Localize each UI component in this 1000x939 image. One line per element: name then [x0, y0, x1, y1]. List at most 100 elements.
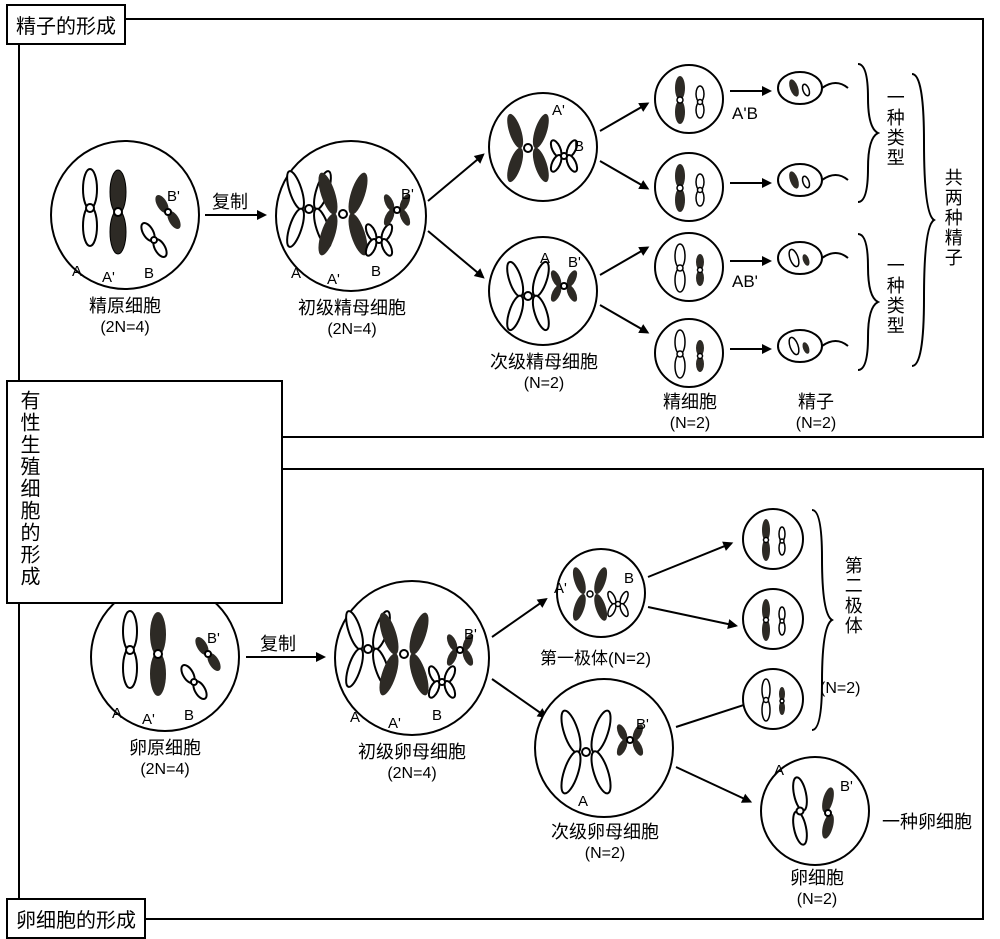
type-label-1: 一种类型 [884, 88, 904, 168]
allele-label: B' [636, 716, 649, 733]
spermatid [654, 64, 724, 134]
allele-label: B [574, 138, 584, 155]
allele-label: B' [167, 188, 180, 205]
diagram-root: 精子的形成 有性生殖细胞的形成 卵细胞的形成 [0, 0, 1000, 937]
title-egg-text: 卵细胞的形成 [16, 910, 136, 932]
secondary-oocyte-label: 次级卵母细胞 (N=2) [530, 822, 680, 863]
total-label: 共两种精子 [942, 168, 962, 268]
allele-label: A' [552, 102, 565, 119]
egg-type-label: 一种卵细胞 [882, 808, 972, 834]
brace-icon [910, 72, 936, 368]
spermatogonium: A A' B B' [50, 140, 200, 290]
allele-label: A [112, 705, 122, 722]
polar-body [742, 508, 804, 570]
secondary-spermatocyte-1: A' B [488, 92, 598, 202]
allele-label: A' [388, 715, 401, 732]
label-text: 初级精母细胞 [272, 298, 432, 320]
title-side: 有性生殖细胞的形成 [6, 380, 283, 604]
spermatid [654, 152, 724, 222]
allele-label: A' [554, 580, 567, 597]
secondary-spermatocyte-2: A B' [488, 236, 598, 346]
polar-body [742, 588, 804, 650]
label-n: (N=2) [474, 374, 614, 393]
primary-oocyte-label: 初级卵母细胞 (2N=4) [332, 742, 492, 783]
primary-oocyte: A A' B B' [334, 580, 490, 736]
label-n: (N=2) [640, 414, 740, 433]
label-n: (2N=4) [332, 764, 492, 783]
oogonium-label: 卵原细胞 (2N=4) [90, 738, 240, 779]
label-n: (2N=4) [90, 760, 240, 779]
oogonium: A A' B B' [90, 582, 240, 732]
label-n: (2N=4) [50, 318, 200, 337]
arrow-icon [246, 656, 324, 658]
label-text: 次级精母细胞 [474, 352, 614, 374]
label-n: (N=2) [530, 844, 680, 863]
type-label-2: 一种类型 [884, 256, 904, 336]
allele-label: A [774, 762, 784, 779]
second-polar-body-label: 第二极体 [842, 556, 862, 636]
egg-cell: A B' [760, 756, 870, 866]
second-polar-body-n: (N=2) [820, 680, 860, 698]
secondary-spermatocyte-label: 次级精母细胞 (N=2) [474, 352, 614, 393]
arrow-icon [730, 90, 770, 92]
brace-icon [856, 62, 880, 204]
allele-label: B' [464, 626, 477, 643]
label-n: (2N=4) [272, 320, 432, 339]
label-text: 卵原细胞 [90, 738, 240, 760]
allele-label: A [540, 250, 550, 267]
allele-label: B [184, 707, 194, 724]
chromosome-icon [668, 74, 714, 128]
chromosome-icon [668, 328, 714, 382]
arrow-label: 复制 [212, 188, 248, 214]
label-n: (N=2) [608, 649, 651, 668]
chromosome-icon [754, 676, 796, 726]
polar-body [742, 668, 804, 730]
allele-label: A' [102, 269, 115, 286]
allele-label: A [291, 265, 301, 282]
label-text: 次级卵母细胞 [530, 822, 680, 844]
primary-spermatocyte-label: 初级精母细胞 (2N=4) [272, 298, 432, 339]
chromosome-icon [110, 606, 224, 716]
allele-label: A' [142, 711, 155, 728]
allele-label: B [371, 263, 381, 280]
allele-label: B [144, 265, 154, 282]
brace-icon [856, 232, 880, 372]
label-n: (N=2) [766, 414, 866, 433]
label-text: 第一极体 [540, 649, 608, 668]
sperm-cell [776, 326, 854, 373]
allele-label: B' [401, 186, 414, 203]
brace-icon [810, 508, 834, 732]
chromosome-icon [289, 164, 419, 276]
chromosome-icon [668, 162, 714, 216]
arrow-icon [205, 214, 265, 216]
egg-cell-label: 卵细胞 (N=2) [762, 868, 872, 909]
title-sperm-text: 精子的形成 [16, 16, 116, 38]
sperm-cell [776, 238, 854, 285]
allele-label: B [624, 570, 634, 587]
title-egg: 卵细胞的形成 [6, 898, 146, 939]
first-polar-body: A' B [556, 548, 646, 638]
sperm-label: 精子 (N=2) [766, 392, 866, 433]
genotype-label: AB' [732, 272, 758, 292]
allele-label: A [350, 709, 360, 726]
allele-label: B' [207, 630, 220, 647]
spermatogonium-label: 精原细胞 (2N=4) [50, 296, 200, 337]
chromosome-icon [754, 516, 796, 566]
label-text: 精细胞 [640, 392, 740, 414]
label-text: 卵细胞 [762, 868, 872, 890]
first-polar-body-label: 第一极体(N=2) [540, 644, 651, 669]
allele-label: B [432, 707, 442, 724]
spermatid [654, 318, 724, 388]
allele-label: A [72, 263, 82, 280]
title-sperm: 精子的形成 [6, 4, 126, 45]
label-n: (N=2) [762, 890, 872, 909]
label-text: 精原细胞 [50, 296, 200, 318]
label-text: 精子 [766, 392, 866, 414]
label-text: 初级卵母细胞 [332, 742, 492, 764]
allele-label: A' [327, 271, 340, 288]
chromosome-icon [668, 242, 714, 296]
arrow-icon [730, 348, 770, 350]
allele-label: A [578, 793, 588, 810]
spermatid-label: 精细胞 (N=2) [640, 392, 740, 433]
chromosome-icon [348, 604, 480, 718]
